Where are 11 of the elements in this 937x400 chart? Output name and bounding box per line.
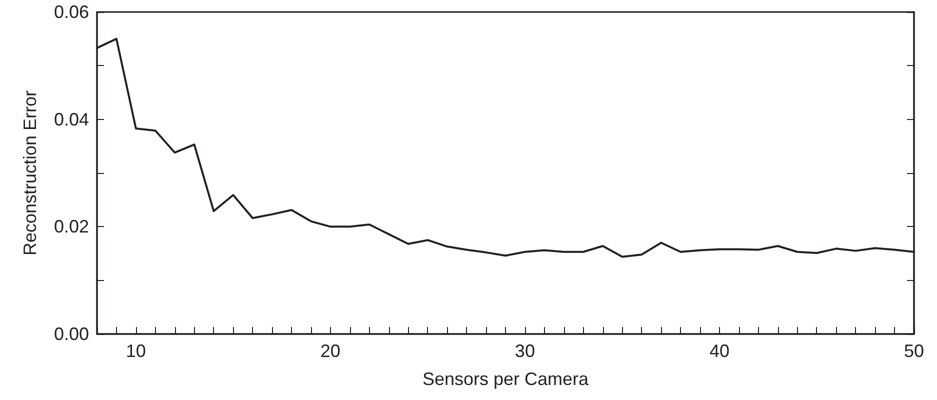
x-axis-title: Sensors per Camera bbox=[422, 369, 590, 389]
x-tick-label: 30 bbox=[514, 341, 535, 361]
x-tick-label: 10 bbox=[126, 341, 146, 361]
y-axis-title: Reconstruction Error bbox=[20, 90, 40, 256]
y-tick-label: 0.04 bbox=[54, 109, 89, 130]
x-tick-label: 40 bbox=[709, 341, 730, 361]
y-tick-label: 0.02 bbox=[54, 216, 89, 237]
y-tick-label: 0.06 bbox=[54, 2, 89, 22]
x-tick-label: 20 bbox=[320, 341, 340, 361]
y-tick-label: 0.00 bbox=[54, 324, 89, 344]
x-tick-label: 50 bbox=[904, 341, 924, 361]
